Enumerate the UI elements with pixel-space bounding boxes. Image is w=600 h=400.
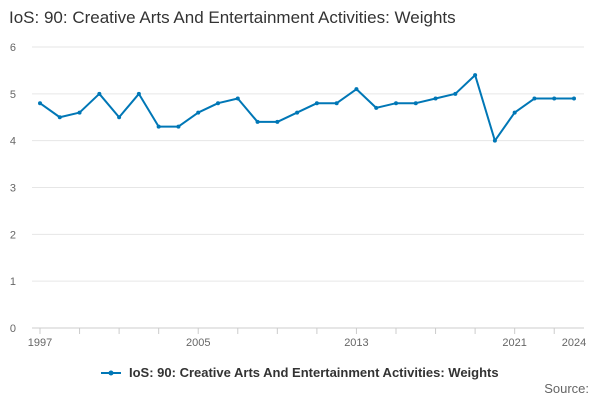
data-point-2009[interactable] [275, 119, 280, 124]
y-tick-label-6: 6 [10, 42, 16, 54]
y-tick-label-1: 1 [10, 276, 16, 288]
x-tick-label-2005: 2005 [186, 337, 210, 349]
x-axis-tick-labels: 1997 2005 2013 2021 2024 [28, 337, 586, 349]
data-point-2004[interactable] [176, 124, 181, 129]
data-point-2023[interactable] [552, 96, 557, 101]
series-group [38, 73, 576, 143]
chart-title: IoS: 90: Creative Arts And Entertainment… [9, 8, 456, 27]
gridlines [32, 46, 584, 282]
data-point-2018[interactable] [453, 91, 458, 96]
y-tick-label-2: 2 [10, 229, 16, 241]
data-point-2022[interactable] [532, 96, 537, 101]
data-point-2017[interactable] [433, 96, 438, 101]
data-point-2001[interactable] [117, 115, 122, 120]
x-tick-label-2013: 2013 [344, 337, 368, 349]
data-point-2011[interactable] [314, 101, 319, 106]
data-point-2013[interactable] [354, 87, 359, 92]
data-point-2003[interactable] [156, 124, 161, 129]
data-point-2012[interactable] [334, 101, 339, 106]
x-tick-label-1997: 1997 [28, 337, 52, 349]
y-tick-label-4: 4 [10, 136, 16, 148]
data-point-2010[interactable] [295, 110, 300, 115]
legend-swatch-icon [101, 370, 122, 376]
x-axis [32, 327, 584, 334]
data-point-2016[interactable] [413, 101, 418, 106]
data-point-2015[interactable] [394, 101, 398, 106]
y-tick-label-5: 5 [10, 89, 16, 101]
data-point-2020[interactable] [492, 138, 497, 143]
series-line [39, 74, 574, 142]
legend-label: IoS: 90: Creative Arts And Entertainment… [129, 365, 499, 381]
y-axis-tick-labels: 0 1 2 3 4 5 6 [10, 42, 16, 335]
data-point-2021[interactable] [512, 110, 517, 115]
data-point-2006[interactable] [216, 101, 220, 106]
data-point-2007[interactable] [235, 96, 240, 101]
data-point-1998[interactable] [57, 115, 62, 120]
data-point-2008[interactable] [255, 119, 260, 124]
legend[interactable]: IoS: 90: Creative Arts And Entertainment… [0, 364, 600, 380]
y-tick-label-3: 3 [10, 183, 16, 195]
data-point-2024[interactable] [572, 96, 576, 101]
data-point-2000[interactable] [97, 91, 102, 96]
data-point-2002[interactable] [136, 91, 141, 96]
data-point-1997[interactable] [38, 101, 42, 106]
data-point-2019[interactable] [473, 73, 478, 78]
data-point-2005[interactable] [196, 110, 201, 115]
x-tick-label-2021: 2021 [502, 337, 526, 349]
data-point-1999[interactable] [77, 110, 82, 115]
y-tick-label-0: 0 [10, 323, 16, 335]
x-tick-label-2024: 2024 [562, 337, 586, 349]
source-label: Source: [544, 381, 589, 396]
data-point-2014[interactable] [374, 105, 379, 110]
series-0 [38, 73, 576, 143]
